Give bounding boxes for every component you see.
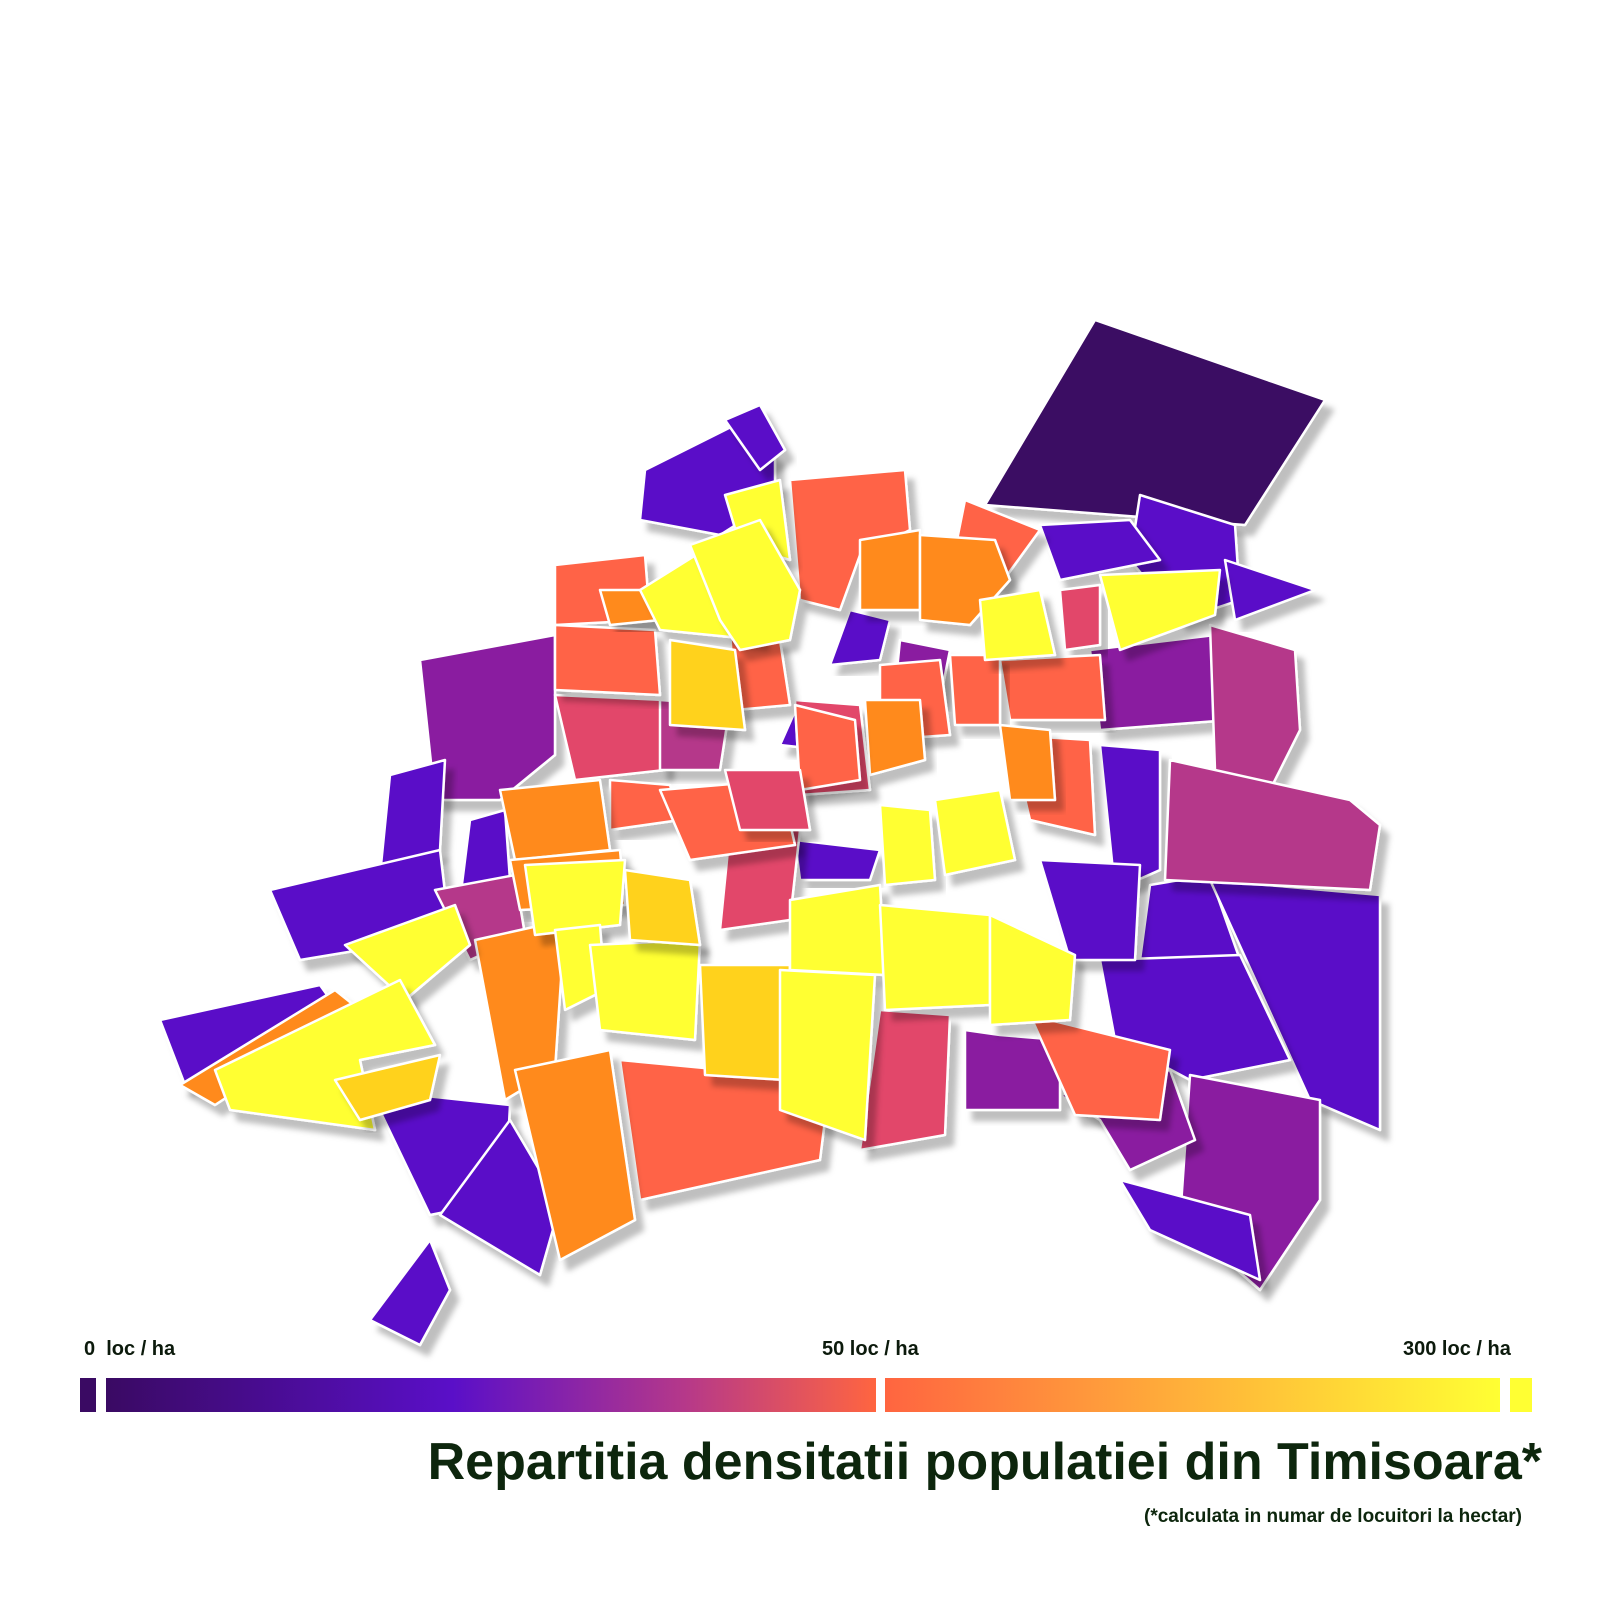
- district-violet-15: [1208, 878, 1382, 1132]
- district-violet-2: [723, 403, 787, 472]
- district-violet-30: [793, 838, 882, 882]
- legend-gradient-low: [106, 1378, 876, 1412]
- district-yellow-66: [878, 803, 937, 887]
- district-yellow-65: [1098, 568, 1222, 652]
- district-polygons: [158, 318, 1382, 1347]
- district-magenta-23: [1208, 623, 1302, 792]
- legend-swatch-min: [80, 1378, 96, 1412]
- legend-label-min: 0 loc / ha: [84, 1338, 176, 1360]
- district-orange-50: [498, 778, 612, 862]
- district-yellow-77: [343, 903, 472, 1002]
- district-yellow-73: [788, 883, 887, 977]
- district-orange-58: [998, 723, 1057, 802]
- legend-label-mid: 50 loc / ha: [822, 1338, 919, 1360]
- district-pink-33: [553, 693, 667, 782]
- district-violet-5: [1038, 518, 1162, 582]
- district-violet-13: [1098, 743, 1162, 892]
- district-yellow-76: [988, 913, 1077, 1027]
- district-yellow-78: [213, 978, 437, 1132]
- district-amber-72: [698, 963, 792, 1082]
- district-orange-57: [863, 698, 927, 777]
- district-red_orange-47: [948, 653, 1002, 727]
- district-magenta-24: [1163, 758, 1382, 892]
- district-amber-63: [668, 638, 747, 732]
- district-dark-0: [983, 318, 1327, 527]
- legend-gradient-high: [885, 1378, 1500, 1412]
- legend-swatch-max: [1510, 1378, 1532, 1412]
- district-pink-81: [723, 768, 812, 832]
- map-subtitle: (*calculata in numar de locuitori la hec…: [1144, 1506, 1522, 1527]
- legend-label-max: 300 loc / ha: [1403, 1338, 1511, 1360]
- district-yellow-67: [933, 788, 1017, 877]
- district-violet-4: [1223, 558, 1317, 622]
- district-violet-19: [1118, 1178, 1262, 1282]
- district-orange-55: [858, 528, 922, 612]
- district-pink-37: [858, 1008, 952, 1152]
- district-red_orange-49: [1028, 1013, 1172, 1122]
- district-amber-71: [623, 868, 702, 947]
- district-yellow-75: [878, 903, 992, 1012]
- district-purple-22: [1088, 633, 1232, 732]
- district-orange-53: [513, 1048, 637, 1262]
- district-yellow-62: [688, 518, 802, 652]
- district-amber-79: [333, 1053, 442, 1122]
- district-red_orange-42: [553, 623, 662, 697]
- district-red_orange-80: [793, 703, 862, 792]
- map-title: Repartitia densitatii populatiei din Tim…: [427, 1433, 1542, 1491]
- district-yellow-64: [978, 588, 1057, 662]
- district-red_orange-39: [998, 653, 1107, 722]
- district-yellow-74: [778, 968, 877, 1142]
- district-yellow-70: [588, 938, 702, 1042]
- district-yellow-68: [523, 858, 627, 937]
- district-violet-27: [828, 608, 892, 667]
- district-pink-38: [1058, 583, 1102, 652]
- district-violet-12: [368, 1238, 452, 1347]
- district-violet-20: [1038, 858, 1142, 962]
